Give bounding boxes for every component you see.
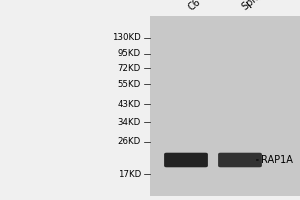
Text: 72KD: 72KD	[118, 64, 141, 73]
FancyBboxPatch shape	[150, 16, 300, 196]
Text: RAP1A: RAP1A	[261, 155, 293, 165]
FancyBboxPatch shape	[164, 153, 208, 167]
Text: 43KD: 43KD	[118, 100, 141, 109]
Text: C6: C6	[186, 0, 202, 12]
FancyBboxPatch shape	[218, 153, 262, 167]
Text: 55KD: 55KD	[118, 80, 141, 89]
Text: 95KD: 95KD	[118, 49, 141, 58]
Text: Spleen: Spleen	[240, 0, 272, 12]
Text: 17KD: 17KD	[118, 170, 141, 179]
Text: 34KD: 34KD	[118, 118, 141, 127]
Text: 130KD: 130KD	[112, 33, 141, 42]
Text: 26KD: 26KD	[118, 138, 141, 146]
